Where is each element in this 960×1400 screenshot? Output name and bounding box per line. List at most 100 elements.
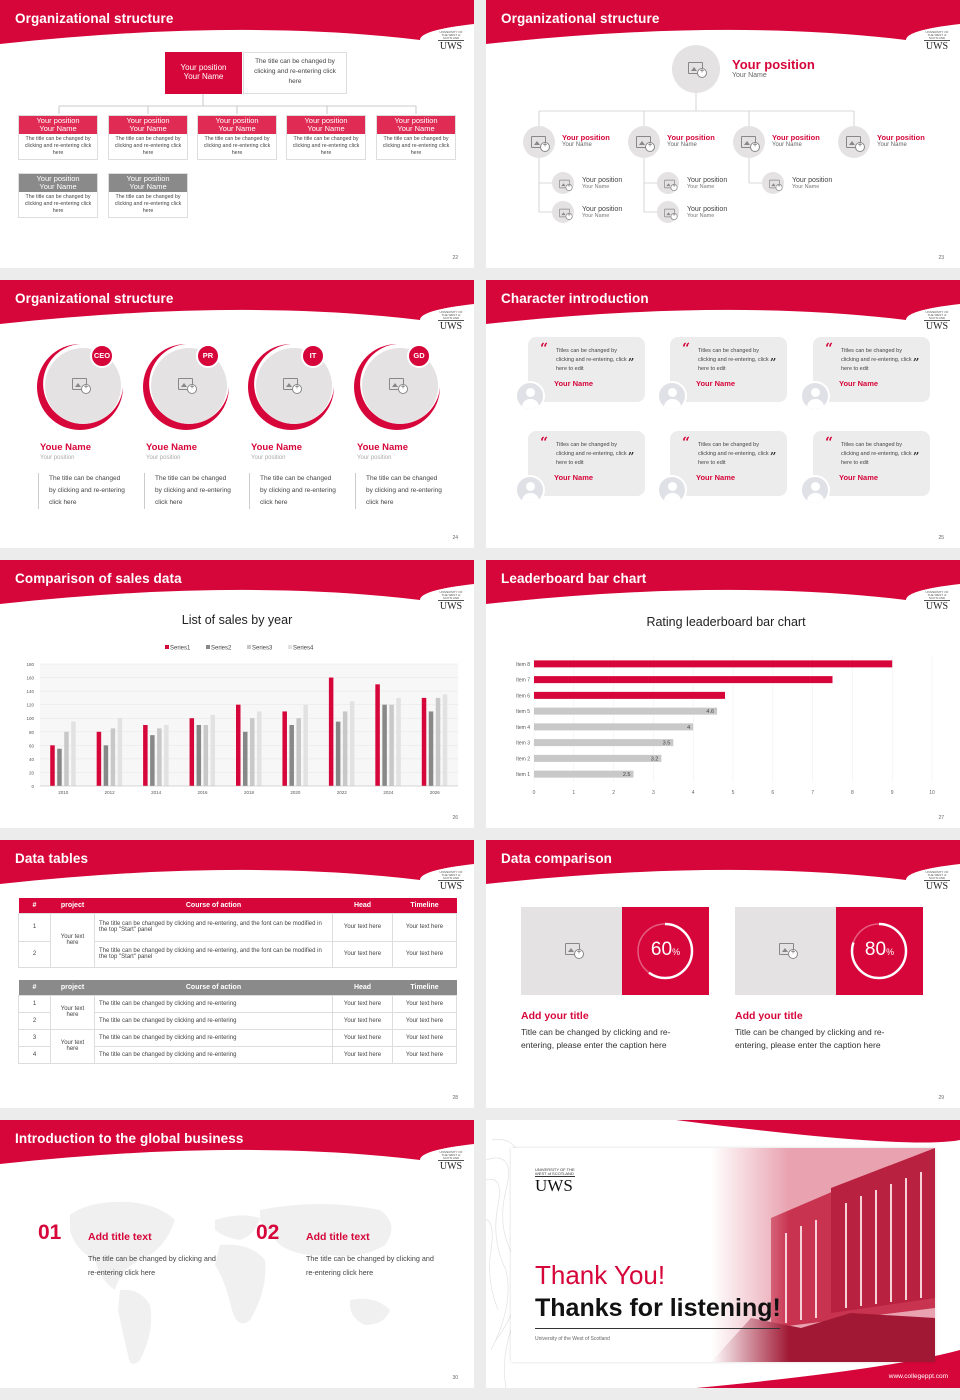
x-tick-label: 2010 [58, 790, 69, 795]
quote-text: Titles can be changed by clicking and re… [698, 348, 769, 372]
y-tick-label: 20 [29, 770, 35, 775]
person-name: Youe Name [357, 442, 409, 453]
bar [196, 725, 202, 786]
bar [71, 721, 76, 786]
bar [342, 711, 348, 786]
data-label: 3.5 [663, 741, 671, 747]
x-tick-label: 2016 [198, 790, 209, 795]
position-card[interactable]: Your position Your Name The title can be c… [18, 173, 98, 218]
person-desc: The title can be changed by clicking and… [249, 473, 339, 509]
uws-logo: UNIVERSITY OF THE WEST of SCOTLAND UWS [924, 30, 950, 52]
quote-author: Your Name [554, 473, 594, 482]
item-title: Add your title [735, 1010, 803, 1022]
bar [110, 728, 116, 786]
bar [50, 745, 55, 786]
bar [57, 748, 62, 786]
item-desc: The title can be changed by clicking and… [306, 1254, 434, 1277]
slide-27[interactable]: Leaderboard bar chart UNIVERSITY OF THE … [486, 560, 960, 828]
y-tick-label: 140 [26, 689, 34, 694]
svg-text:Series3: Series3 [252, 646, 273, 652]
bar [282, 711, 287, 786]
data-label: 2.5 [623, 772, 631, 778]
quote-card[interactable]: “ Titles can be changed by clicking and r… [813, 337, 930, 402]
item-desc: The title can be changed by clicking and… [88, 1254, 216, 1277]
y-tick-label: 180 [26, 662, 34, 667]
position-card[interactable]: Your position Your Name The title can be c… [108, 173, 188, 218]
x-tick-label: 5 [732, 790, 735, 796]
user-avatar-icon [800, 475, 830, 505]
slide-title: Data tables [15, 851, 89, 866]
slide-26[interactable]: Comparison of sales data UNIVERSITY OF T… [0, 560, 474, 828]
bar [189, 718, 195, 786]
percent-value: 80% [864, 939, 895, 960]
x-tick-label: 10 [929, 790, 935, 796]
x-tick-label: 1 [572, 790, 575, 796]
quote-card[interactable]: “ Titles can be changed by clicking and r… [528, 337, 645, 402]
university-name: University of the West of Scotland [535, 1336, 610, 1342]
position-card[interactable]: Your position Your Name The title can be c… [18, 115, 98, 160]
avatar [657, 172, 679, 194]
position-card[interactable]: Your position Your Name The title can be c… [376, 115, 456, 160]
y-tick-label: Item 6 [516, 693, 530, 699]
website-url[interactable]: www.collegeppt.com [888, 1373, 948, 1380]
slide-header: Organizational structure [486, 0, 960, 44]
quote-close-icon: ” [628, 356, 635, 369]
x-tick-label: 2022 [337, 790, 348, 795]
bar [442, 694, 448, 786]
item-title: Add title text [88, 1231, 152, 1243]
page-number: 24 [452, 535, 458, 541]
quote-card[interactable]: “ Titles can be changed by clicking and r… [670, 431, 787, 496]
quote-open-icon: “ [825, 341, 834, 357]
position-label: Your position Your Name [772, 133, 820, 148]
x-tick-label: 3 [652, 790, 655, 796]
item-desc: Title can be changed by clicking and re-… [521, 1027, 671, 1050]
slide-title: Organizational structure [501, 11, 660, 26]
slide-23[interactable]: Organizational structure UNIVERSITY OF T… [486, 0, 960, 268]
page-number: 22 [452, 255, 458, 261]
y-tick-label: 0 [31, 784, 34, 789]
slide-24[interactable]: Organizational structure UNIVERSITY OF T… [0, 280, 474, 548]
x-tick-label: 2020 [290, 790, 301, 795]
slide-30[interactable]: Introduction to the global business UNIV… [0, 1120, 474, 1388]
quote-card[interactable]: “ Titles can be changed by clicking and r… [670, 337, 787, 402]
slide-29[interactable]: Data comparison UNIVERSITY OF THE WEST o… [486, 840, 960, 1108]
position-card[interactable]: Your position Your Name The title can be c… [108, 115, 188, 160]
page-number: 30 [452, 1375, 458, 1381]
svg-text:Series2: Series2 [211, 646, 232, 652]
slide-31[interactable]: UNIVERSITY OF THE WEST of SCOTLAND UWS T… [486, 1120, 960, 1388]
legend-item: Series4 [288, 645, 314, 652]
x-tick-label: 7 [811, 790, 814, 796]
position-label: Your position Your Name [667, 133, 715, 148]
position-card[interactable]: Your position Your Name The title can be c… [286, 115, 366, 160]
y-tick-label: 40 [29, 757, 35, 762]
person-desc: The title can be changed by clicking and… [355, 473, 445, 509]
avatar [733, 126, 765, 158]
slide-28[interactable]: Data tables UNIVERSITY OF THE WEST of SC… [0, 840, 474, 1108]
y-tick-label: 80 [29, 730, 35, 735]
bar [335, 721, 341, 786]
image-placeholder-icon [178, 378, 197, 394]
position-card[interactable]: Your position Your Name The title can be c… [197, 115, 277, 160]
y-tick-label: 160 [26, 676, 34, 681]
slide-header: Data comparison [486, 840, 960, 884]
connector-lines [58, 94, 417, 114]
quote-card[interactable]: “ Titles can be changed by clicking and r… [813, 431, 930, 496]
avatar [762, 172, 784, 194]
slide-25[interactable]: Character introduction UNIVERSITY OF THE… [486, 280, 960, 548]
image-placeholder-icon [688, 62, 707, 78]
bar [210, 714, 216, 786]
person-name: Youe Name [251, 442, 303, 453]
image-placeholder-icon [846, 136, 865, 152]
uws-logo: UNIVERSITY OF THE WEST of SCOTLAND UWS [438, 1150, 464, 1172]
user-avatar-icon [515, 381, 545, 411]
legend-item: Series1 [165, 645, 191, 652]
bar [534, 691, 726, 699]
slide-22[interactable]: Organizational structure UNIVERSITY OF T… [0, 0, 474, 268]
quote-card[interactable]: “ Titles can be changed by clicking and r… [528, 431, 645, 496]
user-avatar-icon [657, 381, 687, 411]
avatar [628, 126, 660, 158]
user-avatar-icon [800, 381, 830, 411]
bar [396, 697, 401, 786]
bar [534, 676, 833, 684]
